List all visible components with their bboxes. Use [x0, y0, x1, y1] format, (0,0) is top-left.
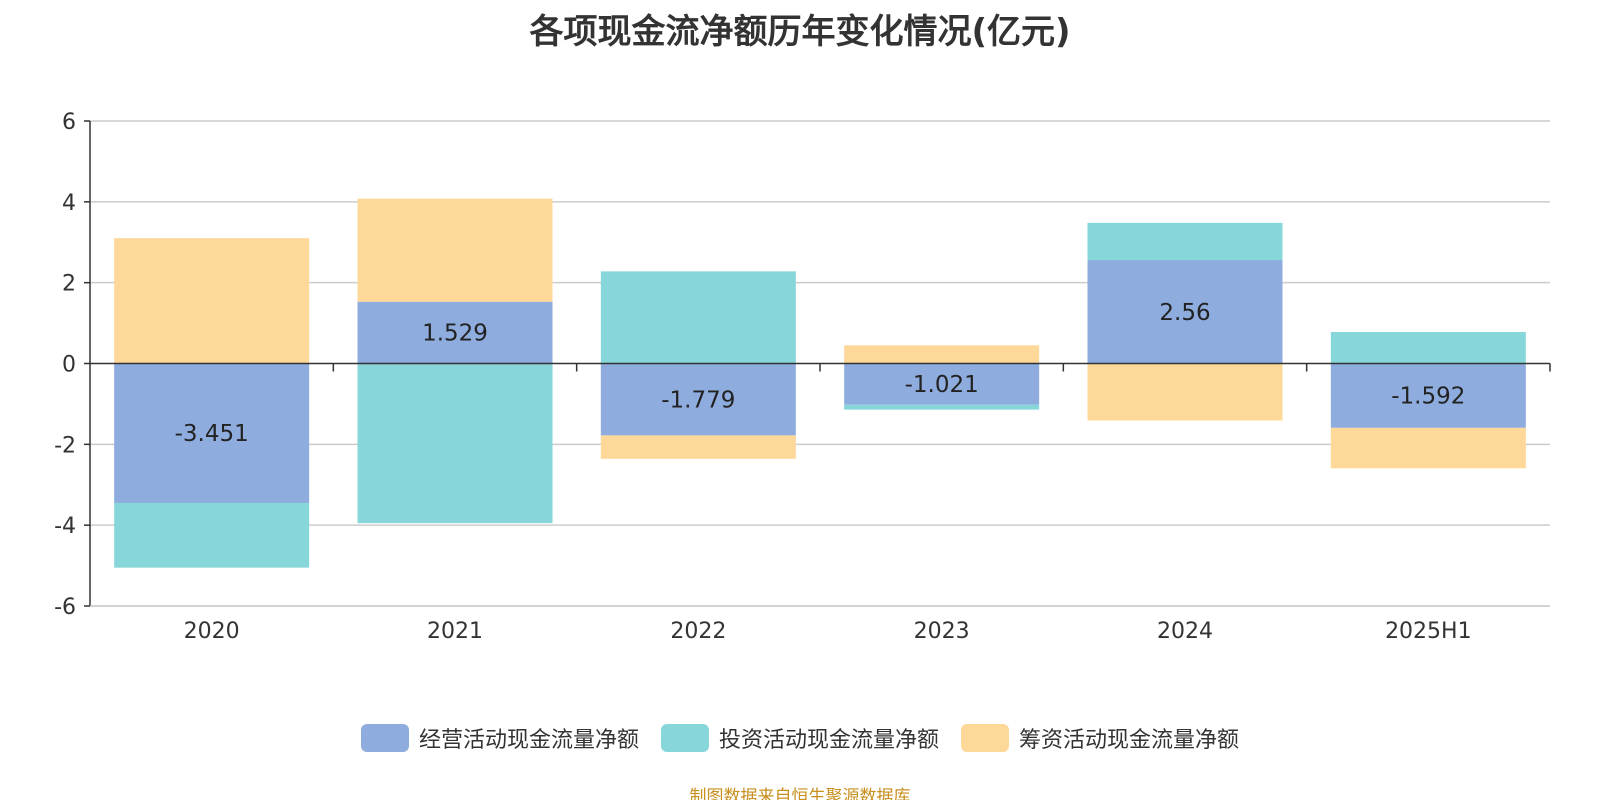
bar-s1-2024	[1087, 222, 1283, 261]
y-tick-label-6: 6	[62, 110, 76, 135]
bar-s0-2023	[844, 363, 1040, 405]
bar-s0-2025H1	[1330, 363, 1526, 428]
x-tick-label-2021: 2021	[427, 619, 483, 644]
bar-s2-2021	[357, 198, 553, 302]
data-label-2025H1: -1.592	[1391, 384, 1465, 410]
legend-item-1[interactable]: 投资活动现金流量净额	[660, 722, 939, 754]
legend-label-0: 经营活动现金流量净额	[418, 728, 639, 753]
y-tick-label--6: -6	[54, 595, 76, 620]
bar-s0-2020	[114, 363, 310, 503]
data-label-2022: -1.779	[661, 387, 735, 413]
bar-s2-2022	[600, 435, 796, 459]
x-tick-label-2025H1: 2025H1	[1385, 619, 1472, 644]
legend-label-1: 投资活动现金流量净额	[718, 728, 939, 753]
data-label-2021: 1.529	[422, 321, 488, 347]
legend: 经营活动现金流量净额 投资活动现金流量净额 筹资活动现金流量净额	[0, 722, 1600, 754]
legend-item-0[interactable]: 经营活动现金流量净额	[360, 722, 639, 754]
bar-s2-2024	[1087, 363, 1283, 421]
data-label-2024: 2.56	[1159, 300, 1210, 326]
y-tick-label-4: 4	[62, 191, 76, 216]
data-label-2020: -3.451	[175, 421, 249, 447]
chart-title: 各项现金流净额历年变化情况(亿元)	[529, 12, 1071, 52]
legend-swatch-1	[660, 724, 709, 752]
y-tick-label-2: 2	[62, 272, 76, 297]
bar-s1-2022	[600, 271, 796, 364]
y-tick-label--2: -2	[54, 433, 76, 458]
data-label-2023: -1.021	[905, 372, 979, 398]
bar-s1-2025H1	[1330, 331, 1526, 364]
x-tick-label-2020: 2020	[184, 619, 240, 644]
bar-s2-2020	[114, 238, 310, 364]
x-tick-label-2024: 2024	[1157, 619, 1213, 644]
bar-s0-2021	[357, 301, 553, 364]
legend-swatch-0	[360, 724, 409, 752]
y-tick-label--4: -4	[54, 514, 76, 539]
legend-item-2[interactable]: 筹资活动现金流量净额	[961, 722, 1239, 754]
x-tick-label-2022: 2022	[670, 619, 726, 644]
bar-s2-2025H1	[1330, 427, 1526, 469]
legend-swatch-2	[961, 724, 1009, 752]
source-note: 制图数据来自恒生聚源数据库	[689, 787, 911, 800]
bar-s2-2023	[844, 345, 1040, 364]
legend-label-2: 筹资活动现金流量净额	[1019, 728, 1240, 753]
y-tick-label-0: 0	[62, 353, 76, 378]
bar-s1-2020	[114, 502, 310, 568]
x-tick-label-2023: 2023	[914, 619, 970, 644]
bar-s0-2024	[1087, 260, 1283, 364]
bar-s0-2022	[600, 363, 796, 436]
bar-s1-2021	[357, 363, 553, 524]
bar-s1-2023	[844, 404, 1040, 410]
chart-plot: 6 4 2 0 -2 -4 -6 -3.451 1.529 -1.779 -1.021 2.56 -1.…	[54, 110, 1551, 644]
